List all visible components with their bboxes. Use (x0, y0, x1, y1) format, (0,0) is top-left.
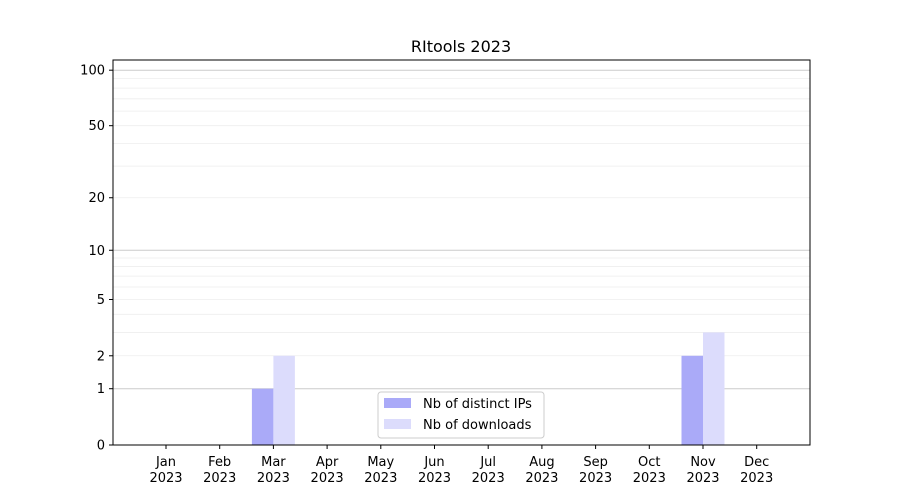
x-tick-label: Jun 2023 (418, 455, 451, 486)
x-tick-label: Oct 2023 (633, 455, 666, 486)
x-tick-label: Apr 2023 (311, 455, 344, 486)
x-tick-label: Nov 2023 (686, 455, 719, 486)
legend-box (377, 391, 545, 439)
chart-title: RItools 2023 (411, 37, 511, 56)
y-tick-label: 100 (80, 64, 105, 79)
y-tick-label: 5 (97, 293, 105, 308)
legend-label: Nb of downloads (423, 418, 532, 433)
bar-downloads (273, 355, 295, 445)
x-tick-label: Sep 2023 (579, 455, 612, 486)
x-tick-label: Aug 2023 (525, 455, 558, 486)
legend: Nb of distinct IPs Nb of downloads (377, 391, 545, 439)
x-tick-label: Jan 2023 (149, 455, 182, 486)
bar-distinct-ips (681, 355, 703, 445)
legend-swatch (384, 419, 411, 429)
y-tick-label: 0 (97, 439, 105, 454)
x-tick-label: Mar 2023 (257, 455, 290, 486)
x-tick-label: May 2023 (364, 455, 397, 486)
plot-area (112, 59, 811, 446)
x-tick-label: Jul 2023 (472, 455, 505, 486)
x-tick-label: Dec 2023 (740, 455, 773, 486)
legend-swatch (384, 398, 411, 408)
x-tick-label: Feb 2023 (203, 455, 236, 486)
legend-label: Nb of distinct IPs (423, 397, 532, 412)
y-tick-label: 1 (97, 382, 105, 397)
bar-downloads (703, 332, 725, 445)
y-tick-label: 10 (88, 244, 105, 259)
y-tick-label: 20 (88, 191, 105, 206)
y-tick-label: 2 (97, 349, 105, 364)
bar-distinct-ips (251, 388, 274, 445)
y-tick-label: 50 (88, 119, 105, 134)
